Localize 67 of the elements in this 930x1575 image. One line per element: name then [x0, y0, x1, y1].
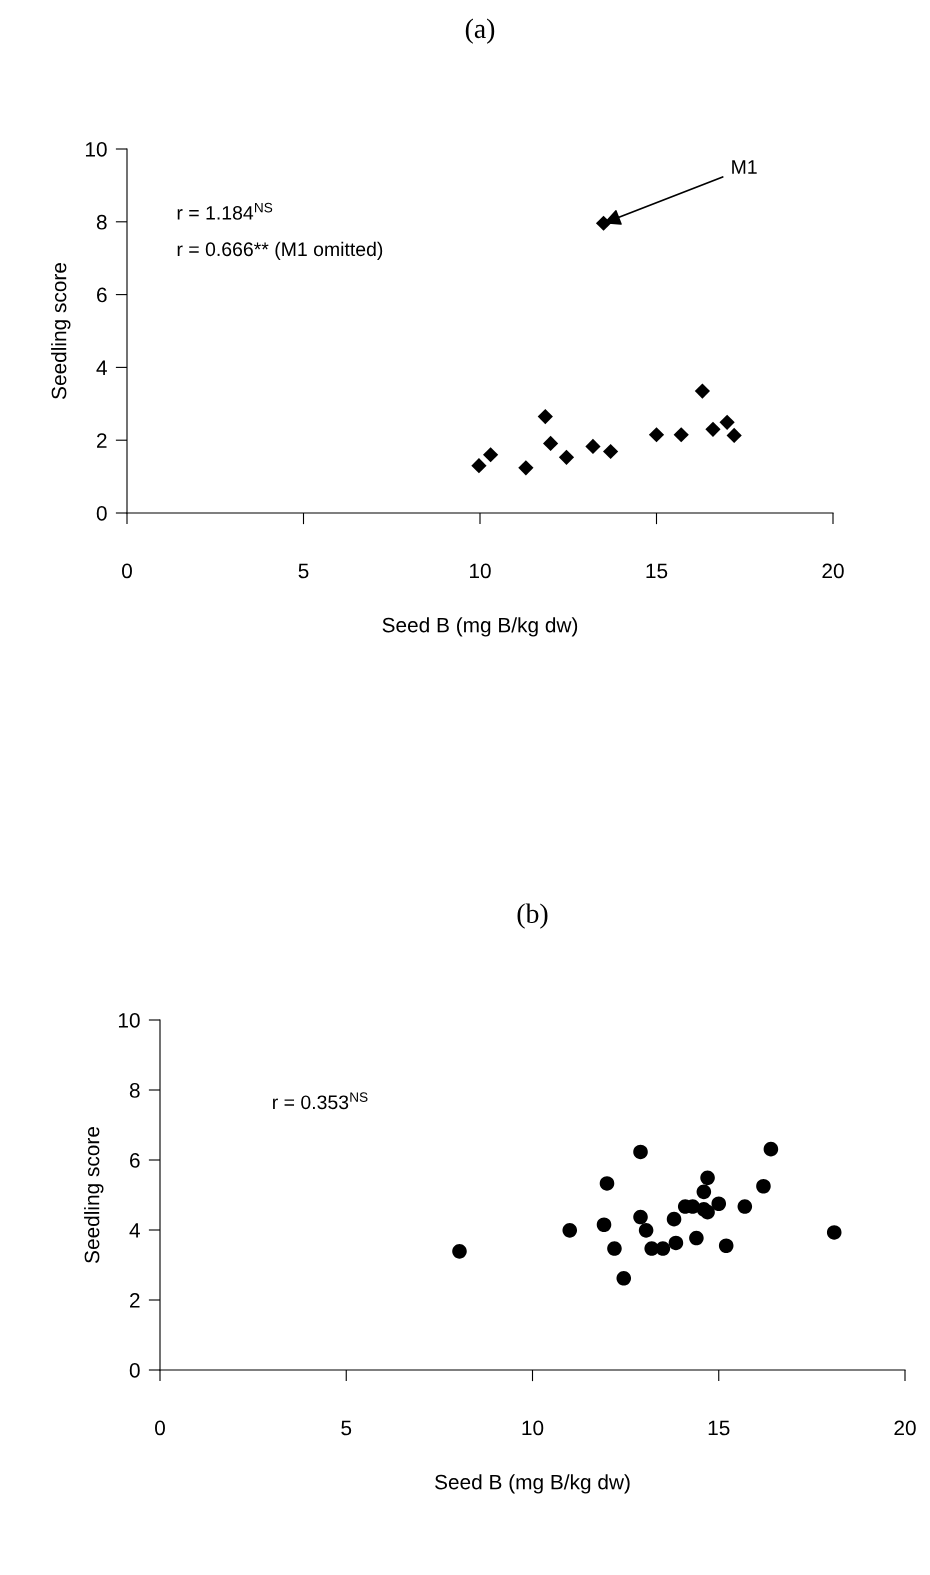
point [452, 1244, 467, 1259]
x-tick-label: 10 [522, 1420, 544, 1436]
annotation: r = 0.353$^{NS}$ [273, 1092, 368, 1110]
point [726, 427, 742, 444]
y-tick-label: 6 [97, 287, 107, 303]
y-tick-label: 6 [130, 1153, 140, 1168]
point [558, 449, 575, 465]
y-tick-label: 0 [96, 506, 107, 521]
point [518, 460, 534, 476]
y-tick-label: 8 [96, 214, 107, 230]
annotation: M1 [732, 160, 757, 174]
point [471, 458, 487, 474]
annotation: r = 1.184$^{NS}$ [177, 202, 273, 220]
x-tick-label: 20 [822, 563, 844, 579]
x-tick-label: 5 [298, 563, 309, 579]
y-tick-label: 2 [130, 1293, 140, 1308]
point [694, 383, 710, 399]
y-axis-title: Seedling score [84, 1127, 104, 1263]
point [542, 435, 559, 452]
point [633, 1144, 648, 1160]
y-axis-title: Seedling score [51, 263, 71, 399]
point [585, 438, 601, 454]
y-tick-label: 10 [85, 142, 107, 157]
y-tick-label: 2 [97, 433, 107, 448]
point [668, 1235, 684, 1251]
point [700, 1204, 715, 1220]
chart-title: (b) [517, 903, 548, 929]
point [655, 1241, 671, 1256]
point [711, 1196, 727, 1212]
point [763, 1141, 779, 1157]
point [638, 1223, 654, 1238]
y-tick-label: 8 [129, 1083, 140, 1098]
point [616, 1271, 632, 1286]
point [718, 1238, 734, 1254]
x-tick-label: 20 [894, 1420, 916, 1436]
point [603, 443, 619, 460]
point [599, 1176, 615, 1191]
point [756, 1178, 771, 1194]
y-tick-label: 0 [129, 1363, 140, 1378]
x-tick-label: 15 [646, 563, 668, 579]
point [689, 1230, 704, 1246]
point [596, 1217, 612, 1233]
point [537, 408, 553, 425]
y-tick-label: 10 [118, 1013, 140, 1028]
point [607, 1241, 622, 1256]
x-tick-label: 5 [341, 1420, 352, 1436]
point [700, 1170, 715, 1186]
point [705, 421, 721, 437]
point [719, 414, 735, 430]
x-axis-title: Seed B (mg B/kg dw) [382, 617, 578, 637]
point [562, 1223, 578, 1238]
point [737, 1199, 753, 1214]
point [648, 427, 665, 443]
point [826, 1225, 842, 1240]
x-axis-title: Seed B (mg B/kg dw) [435, 1474, 630, 1494]
point [673, 427, 689, 443]
annotation: r = 0.666** (M1 omitted) [177, 241, 383, 260]
y-tick-label: 4 [129, 1223, 140, 1238]
x-tick-label: 15 [708, 1420, 730, 1436]
point [666, 1211, 682, 1227]
y-tick-label: 4 [96, 360, 107, 375]
chart-title: (a) [465, 18, 495, 44]
point [696, 1184, 712, 1200]
point [633, 1209, 648, 1225]
x-tick-label: 10 [470, 563, 491, 579]
point [482, 447, 499, 463]
x-tick-label: 0 [155, 1420, 165, 1436]
